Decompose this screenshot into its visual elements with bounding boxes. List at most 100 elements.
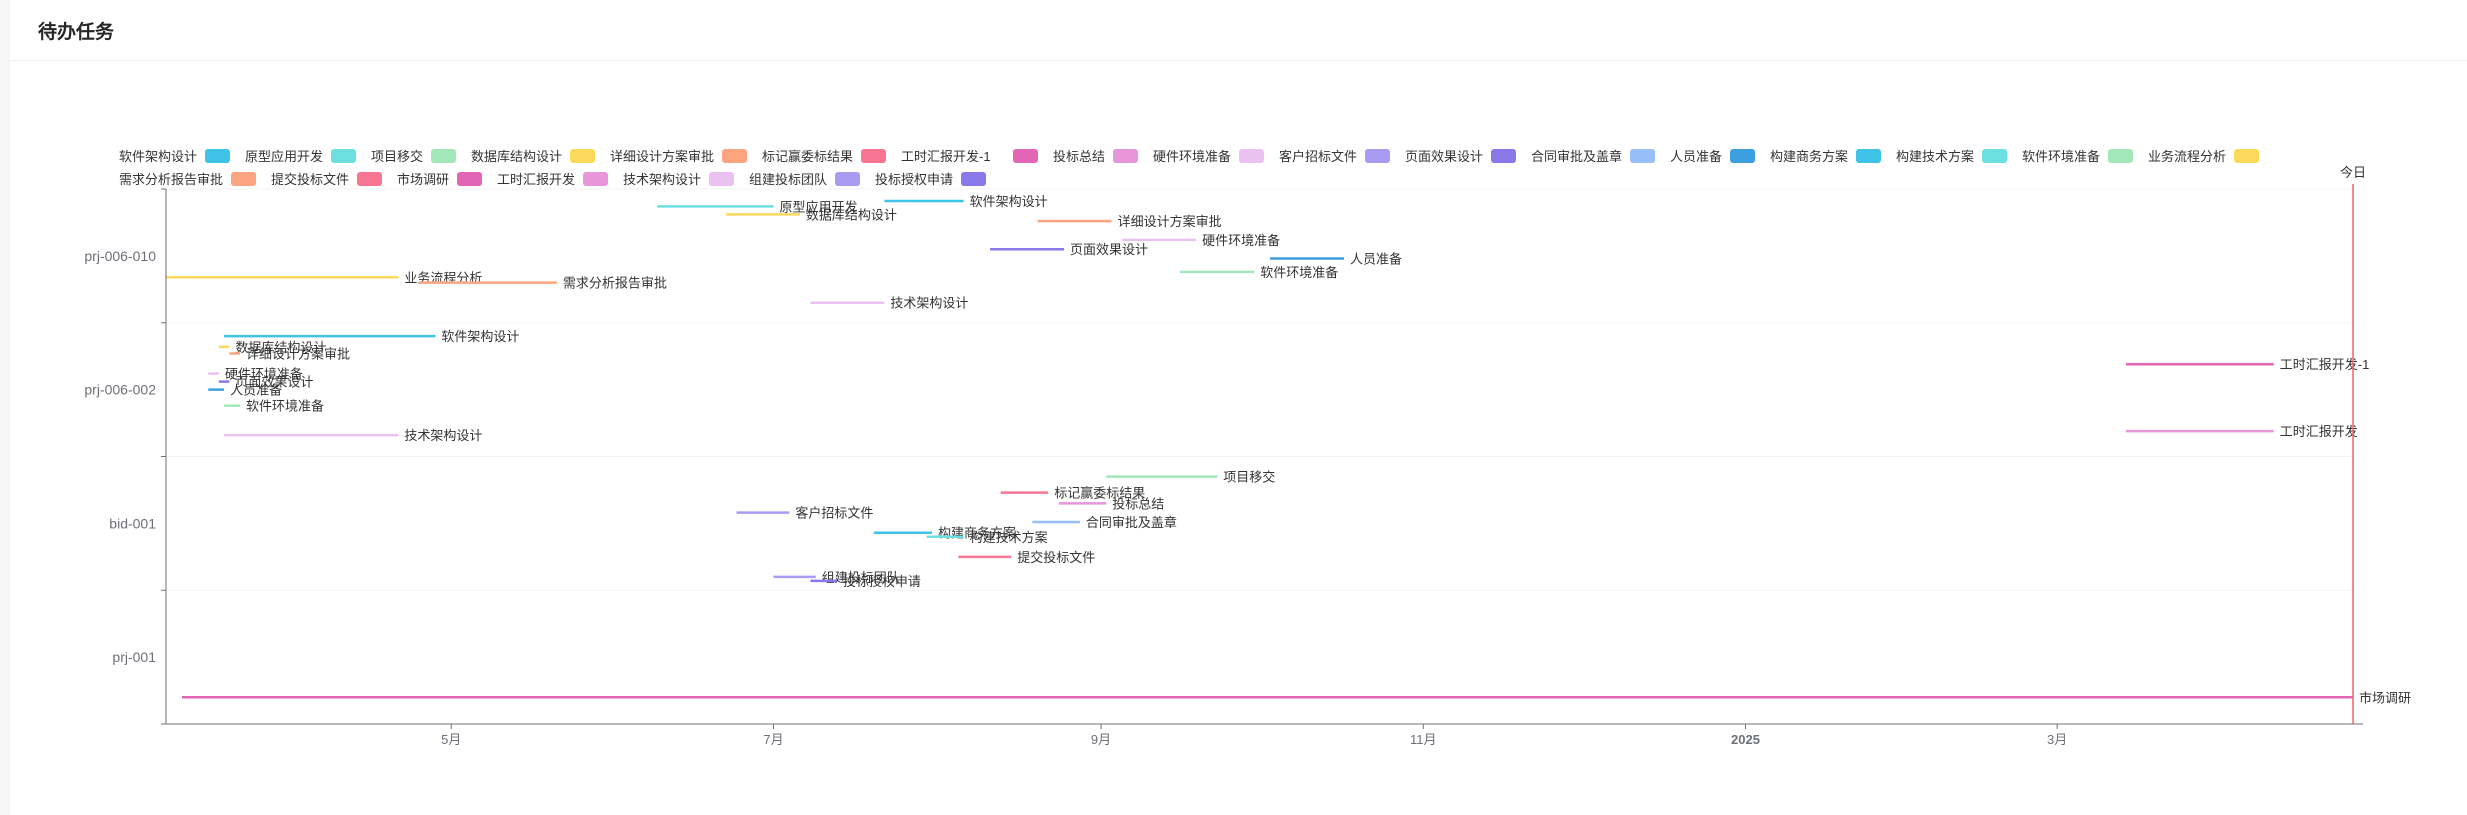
task-bar-label: 客户招标文件	[795, 506, 873, 521]
legend-label: 数据库结构设计	[471, 149, 562, 164]
x-tick-label: 3月	[2047, 732, 2067, 747]
task-bar: 数据库结构设计	[725, 207, 897, 222]
legend-swatch	[709, 172, 734, 186]
legend-swatch	[431, 149, 456, 163]
task-bars: 市场调研项目移交标记赢委标结果投标总结客户招标文件合同审批及盖章构建商务方案构建…	[166, 194, 2411, 705]
legend-label: 软件架构设计	[119, 149, 197, 164]
task-bar-label: 人员准备	[230, 383, 282, 398]
legend-item: 市场调研	[397, 172, 482, 187]
legend-label: 硬件环境准备	[1153, 149, 1231, 164]
task-bar-label: 组建投标团队	[822, 570, 900, 585]
task-bar-label: 技术架构设计	[890, 296, 968, 311]
grid-lines	[166, 188, 2353, 591]
task-bar-label: 市场调研	[2359, 690, 2411, 705]
legend-item: 投标授权申请	[875, 172, 986, 187]
task-bar: 软件环境准备	[1180, 265, 1338, 280]
legend-swatch	[1113, 149, 1138, 163]
task-bar: 页面效果设计	[218, 375, 313, 390]
task-bar-label: 软件架构设计	[970, 194, 1048, 209]
axes: prj-001 bid-001 prj-006-002 prj-006-010 5月 7月…	[84, 188, 2363, 747]
legend-swatch	[2108, 149, 2133, 163]
legend-swatch	[583, 172, 608, 186]
legend-item: 构建商务方案	[1770, 149, 1881, 164]
legend-label: 人员准备	[1670, 149, 1722, 164]
task-bar-label: 投标总结	[1112, 496, 1164, 511]
task-bar: 构建技术方案	[926, 530, 1048, 545]
legend-label: 构建商务方案	[1770, 149, 1848, 164]
task-bar-label: 构建技术方案	[970, 530, 1048, 545]
y-tick-label: prj-006-002	[84, 382, 156, 398]
legend-swatch	[1013, 149, 1038, 163]
task-bar: 详细设计方案审批	[229, 347, 350, 362]
task-bar: 需求分析报告审批	[419, 276, 667, 291]
task-bar-label: 原型应用开发	[780, 199, 858, 214]
legend-label: 提交投标文件	[271, 172, 349, 187]
task-bar: 提交投标文件	[958, 550, 1095, 565]
legend-label: 需求分析报告审批	[119, 172, 223, 187]
legend-label: 工时汇报开发-1	[901, 149, 991, 164]
x-tick-label: 7月	[763, 732, 783, 747]
x-tick-label: 11月	[1410, 732, 1437, 747]
legend-item: 数据库结构设计	[471, 149, 595, 164]
gantt-chart: 软件架构设计 原型应用开发 项目移交 数据库结构设计 详细设计方案审批 标记赢委标结果 工时…	[84, 149, 2411, 747]
task-bar-label: 软件环境准备	[1260, 265, 1338, 280]
task-bar-label: 技术架构设计	[404, 428, 482, 443]
legend-swatch	[1491, 149, 1516, 163]
legend-item: 业务流程分析	[2148, 149, 2259, 164]
today-marker: 今日	[2340, 165, 2366, 724]
legend-swatch	[861, 149, 886, 163]
x-tick-label: 5月	[441, 732, 461, 747]
legend-label: 投标总结	[1053, 149, 1105, 164]
task-bar: 人员准备	[208, 383, 282, 398]
legend-item: 原型应用开发	[245, 149, 356, 164]
legend-swatch	[835, 172, 860, 186]
task-bar: 数据库结构设计	[218, 340, 326, 355]
legend-item: 硬件环境准备	[1153, 149, 1264, 164]
task-bar: 软件架构设计	[224, 329, 519, 344]
task-bar: 标记赢委标结果	[1000, 486, 1145, 501]
legend-swatch	[331, 149, 356, 163]
task-bar: 原型应用开发	[657, 199, 858, 214]
task-bar-label: 项目移交	[1223, 470, 1275, 485]
legend-swatch	[2234, 149, 2259, 163]
card-header: 待办任务	[10, 0, 2467, 61]
task-bar-label: 数据库结构设计	[235, 340, 326, 355]
legend-swatch	[722, 149, 747, 163]
legend-item: 项目移交	[371, 149, 456, 164]
legend-swatch	[205, 149, 230, 163]
task-bar: 投标总结	[1058, 496, 1164, 511]
y-tick-label: prj-001	[112, 649, 156, 665]
task-bar: 市场调研	[181, 690, 2411, 705]
task-bar: 详细设计方案审批	[1037, 214, 1222, 229]
legend-swatch	[457, 172, 482, 186]
task-bar-label: 工时汇报开发-1	[2280, 357, 2370, 372]
task-bar: 硬件环境准备	[1122, 233, 1280, 248]
legend-swatch	[1630, 149, 1655, 163]
task-bar-label: 提交投标文件	[1017, 550, 1095, 565]
y-tick-label: bid-001	[109, 515, 156, 531]
task-bar: 投标授权申请	[810, 574, 921, 589]
legend-label: 详细设计方案审批	[610, 149, 714, 164]
task-bar-label: 人员准备	[1350, 252, 1402, 267]
task-bar: 页面效果设计	[990, 242, 1148, 257]
legend-swatch	[1982, 149, 2007, 163]
legend-label: 原型应用开发	[245, 149, 323, 164]
task-bar-label: 硬件环境准备	[1202, 233, 1280, 248]
legend-item: 构建技术方案	[1896, 149, 2007, 164]
task-bar-label: 页面效果设计	[1070, 242, 1148, 257]
task-bar-label: 需求分析报告审批	[563, 276, 667, 291]
legend-label: 客户招标文件	[1279, 149, 1357, 164]
legend-label: 项目移交	[371, 149, 423, 164]
task-bar-label: 详细设计方案审批	[1118, 214, 1222, 229]
task-bar-label: 投标授权申请	[843, 574, 921, 589]
legend-swatch	[1856, 149, 1881, 163]
legend-item: 投标总结	[1053, 149, 1138, 164]
legend-item: 工时汇报开发	[497, 172, 608, 187]
task-bar: 软件架构设计	[884, 194, 1048, 209]
legend-label: 工时汇报开发	[497, 172, 575, 187]
task-bar: 客户招标文件	[736, 506, 873, 521]
x-tick-label: 9月	[1091, 732, 1111, 747]
task-bar-label: 页面效果设计	[235, 375, 313, 390]
task-bar-label: 软件架构设计	[441, 329, 519, 344]
legend-item: 组建投标团队	[749, 172, 860, 187]
